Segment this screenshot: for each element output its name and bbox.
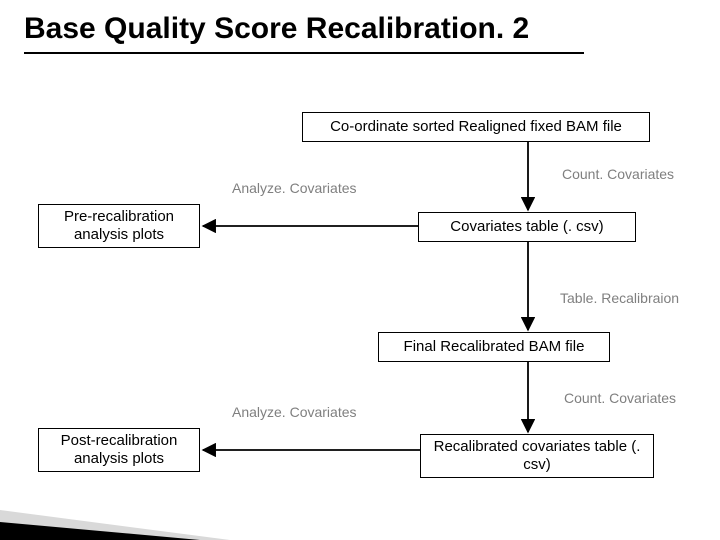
edge-label-analyze-covariates-2: Analyze. Covariates	[232, 404, 357, 420]
node-post-plots: Post-recalibration analysis plots	[38, 428, 200, 472]
edge-label-count-covariates-2: Count. Covariates	[564, 390, 676, 406]
node-pre-plots: Pre-recalibration analysis plots	[38, 204, 200, 248]
edge-label-table-recalibration: Table. Recalibraion	[560, 290, 679, 306]
node-recal-csv: Recalibrated covariates table (. csv)	[420, 434, 654, 478]
edge-label-count-covariates-1: Count. Covariates	[562, 166, 674, 182]
edge-label-analyze-covariates-1: Analyze. Covariates	[232, 180, 357, 196]
diagram-stage: Co-ordinate sorted Realigned fixed BAM f…	[0, 0, 720, 540]
node-bam-out: Final Recalibrated BAM file	[378, 332, 610, 362]
node-covariates-csv: Covariates table (. csv)	[418, 212, 636, 242]
corner-decor	[0, 500, 230, 540]
node-bam-in: Co-ordinate sorted Realigned fixed BAM f…	[302, 112, 650, 142]
